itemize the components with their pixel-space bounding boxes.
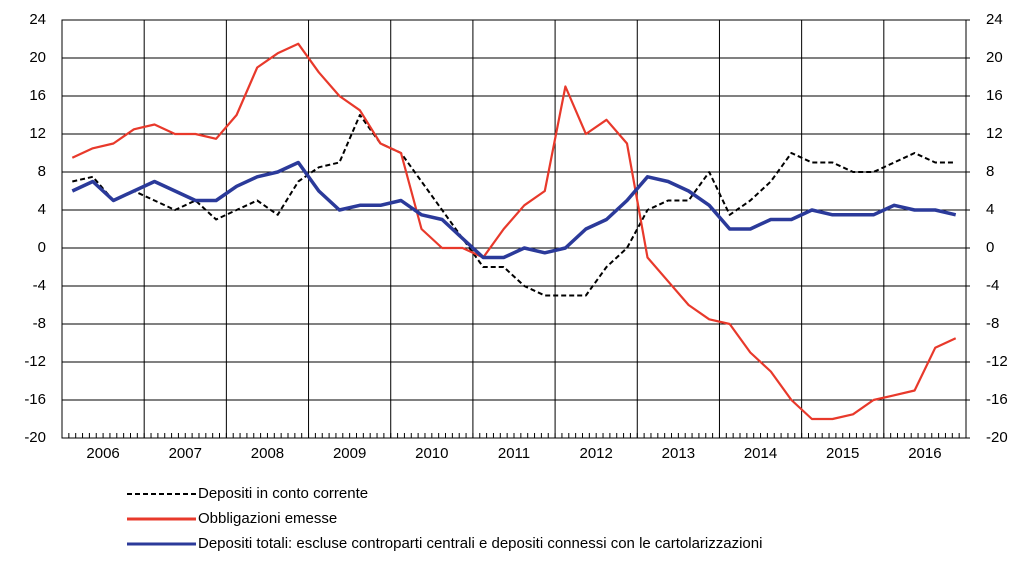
series-line (71, 42, 957, 421)
y-tick-label: -8 (33, 315, 46, 332)
y-tick-label: 20 (29, 49, 46, 66)
y2-tick-label: 4 (986, 201, 994, 218)
y-tick-label: 12 (29, 125, 46, 142)
y2-tick-label: -16 (986, 391, 1008, 408)
y2-tick-label: -8 (986, 315, 999, 332)
x-tick-label: 2006 (86, 445, 119, 462)
y-tick-label: 0 (38, 239, 46, 256)
x-tick-label: 2015 (826, 445, 859, 462)
x-tick-label: 2011 (498, 445, 530, 462)
legend-label: Depositi in conto corrente (198, 485, 368, 502)
y2-tick-label: 20 (986, 49, 1003, 66)
x-tick-label: 2008 (251, 445, 284, 462)
x-tick-label: 2014 (744, 445, 777, 462)
x-tick-label: 2013 (662, 445, 695, 462)
x-tick-label: 2009 (333, 445, 366, 462)
y-tick-label: -4 (33, 277, 46, 294)
plot-area (61, 19, 967, 439)
y2-tick-label: -20 (986, 429, 1008, 446)
legend-label: Obbligazioni emesse (198, 510, 337, 527)
y2-tick-label: 24 (986, 11, 1003, 28)
y-tick-label: -16 (24, 391, 46, 408)
series-line (71, 160, 957, 260)
x-tick-label: 2012 (579, 445, 612, 462)
y-tick-label: 8 (38, 163, 46, 180)
y-tick-label: -12 (24, 353, 46, 370)
x-tick-label: 2007 (169, 445, 202, 462)
y-tick-label: -20 (24, 429, 46, 446)
y2-tick-label: 16 (986, 87, 1003, 104)
y-tick-label: 16 (29, 87, 46, 104)
y2-tick-label: -12 (986, 353, 1008, 370)
y-tick-label: 24 (29, 11, 46, 28)
y2-tick-label: -4 (986, 277, 999, 294)
y2-tick-label: 12 (986, 125, 1003, 142)
y-tick-label: 4 (38, 201, 46, 218)
legend-label: Depositi totali: escluse controparti cen… (198, 535, 762, 552)
y2-tick-label: 0 (986, 239, 994, 256)
series-line (72, 114, 956, 297)
x-tick-label: 2010 (415, 445, 448, 462)
y2-tick-label: 8 (986, 163, 994, 180)
x-tick-label: 2016 (908, 445, 941, 462)
